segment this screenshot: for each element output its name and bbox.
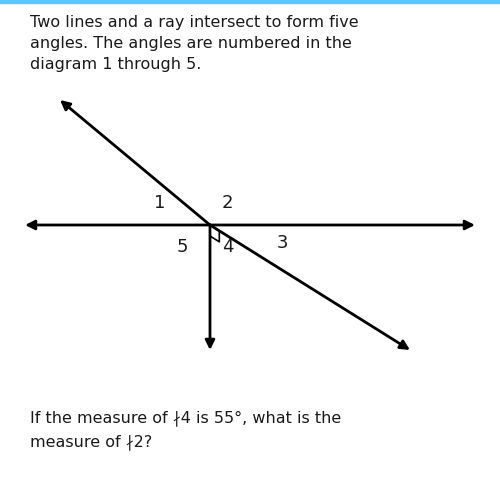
Text: 5: 5 (177, 238, 188, 256)
Text: 1: 1 (154, 194, 166, 212)
Text: 3: 3 (277, 234, 288, 252)
Text: If the measure of ∤4 is 55°, what is the
measure of ∤2?: If the measure of ∤4 is 55°, what is the… (30, 410, 341, 450)
Text: 4: 4 (222, 238, 233, 256)
Text: Two lines and a ray intersect to form five
angles. The angles are numbered in th: Two lines and a ray intersect to form fi… (30, 15, 358, 72)
Text: 2: 2 (222, 194, 233, 212)
